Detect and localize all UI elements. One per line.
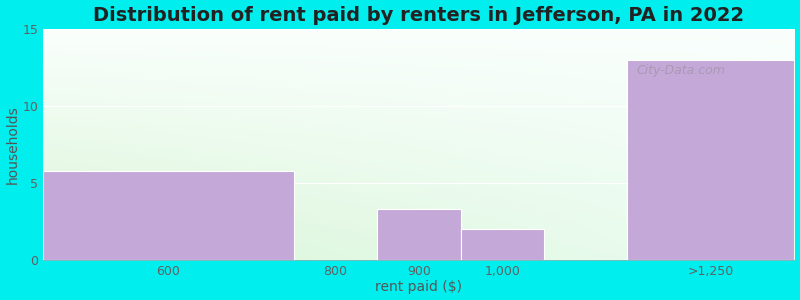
- Bar: [43, 170, 294, 260]
- Text: City-Data.com: City-Data.com: [637, 64, 726, 77]
- Bar: [627, 60, 794, 260]
- X-axis label: rent paid ($): rent paid ($): [375, 280, 462, 294]
- Y-axis label: households: households: [6, 105, 19, 184]
- Bar: [461, 229, 544, 260]
- Bar: [377, 209, 461, 260]
- Title: Distribution of rent paid by renters in Jefferson, PA in 2022: Distribution of rent paid by renters in …: [93, 6, 744, 25]
